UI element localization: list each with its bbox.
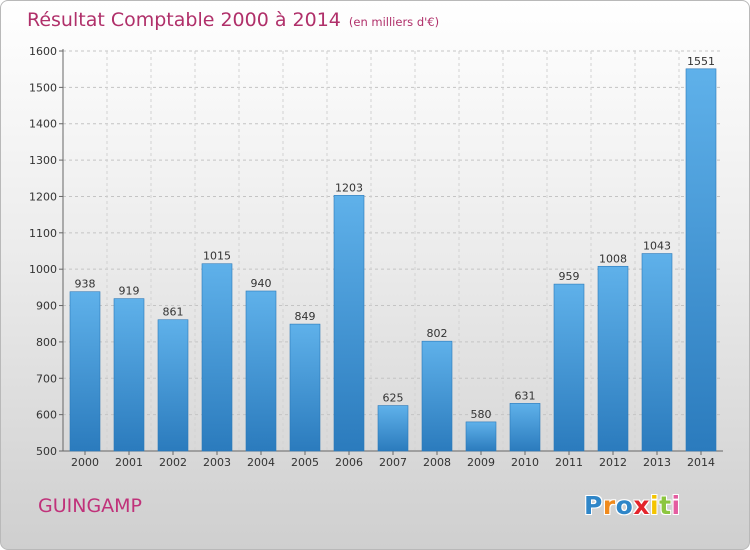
x-tick-label: 2011 — [555, 456, 583, 469]
y-tick-labels: 500 600 700 800 900 1000 1100 1200 1300 1400 1500 1… — [29, 45, 57, 458]
x-tick-label: 2009 — [467, 456, 495, 469]
data-label: 1043 — [643, 240, 671, 253]
bar — [641, 253, 673, 452]
chart-title: Résultat Comptable 2000 à 2014 (en millie… — [27, 9, 439, 31]
data-label: 938 — [75, 278, 96, 291]
logo-letter: i — [671, 491, 681, 520]
y-tick-label: 500 — [36, 445, 57, 458]
y-tick-label: 1000 — [29, 263, 57, 276]
y-tick-label: 1500 — [29, 81, 57, 94]
x-tick-label: 2001 — [115, 456, 143, 469]
x-tick-label: 2007 — [379, 456, 407, 469]
data-label: 919 — [119, 285, 140, 298]
x-tick-label: 2004 — [247, 456, 275, 469]
bar — [333, 195, 365, 452]
y-tick-label: 1100 — [29, 227, 57, 240]
bar — [553, 283, 585, 452]
bar — [289, 323, 321, 452]
y-tick-label: 600 — [36, 409, 57, 422]
chart-title-main: Résultat Comptable 2000 à 2014 — [27, 9, 341, 31]
data-label: 959 — [559, 270, 580, 283]
bar — [113, 298, 145, 452]
x-tick-label: 2000 — [71, 456, 99, 469]
data-label: 802 — [427, 327, 448, 340]
bar — [157, 319, 189, 452]
bar — [69, 291, 101, 452]
data-label: 580 — [471, 408, 492, 421]
y-tick-label: 800 — [36, 336, 57, 349]
bar — [685, 68, 717, 452]
logo-letter: t — [659, 491, 672, 520]
x-tick-label: 2012 — [599, 456, 627, 469]
logo-letter: r — [602, 491, 616, 520]
x-tick-label: 2006 — [335, 456, 363, 469]
bar — [465, 421, 497, 452]
y-tick-label: 700 — [36, 372, 57, 385]
x-tick-labels: 2000 2001 2002 2003 2004 2005 2006 2007 2008 2009… — [71, 456, 715, 469]
x-tick-label: 2002 — [159, 456, 187, 469]
bar — [245, 290, 277, 452]
logo-letter: x — [633, 491, 650, 520]
data-label: 849 — [295, 310, 316, 323]
bar — [377, 405, 409, 452]
bar — [509, 403, 541, 452]
logo-letter: P — [584, 491, 603, 520]
y-tick-label: 900 — [36, 300, 57, 313]
chart-title-unit: (en milliers d'€) — [348, 15, 440, 29]
data-label: 1551 — [687, 55, 715, 68]
bar — [597, 265, 629, 452]
data-label: 1203 — [335, 181, 363, 194]
x-tick-label: 2005 — [291, 456, 319, 469]
logo-letter: o — [615, 491, 634, 520]
y-tick-label: 1600 — [29, 45, 57, 58]
x-tick-label: 2010 — [511, 456, 539, 469]
data-label: 1008 — [599, 252, 627, 265]
logo-letter: i — [650, 491, 660, 520]
x-tick-label: 2008 — [423, 456, 451, 469]
data-label: 940 — [251, 277, 272, 290]
x-tick-label: 2003 — [203, 456, 231, 469]
grid-lines — [63, 50, 723, 451]
y-tick-label: 1200 — [29, 190, 57, 203]
y-tick-label: 1300 — [29, 154, 57, 167]
x-tick-label: 2013 — [643, 456, 671, 469]
bars — [69, 68, 717, 452]
city-name: GUINGAMP — [38, 495, 143, 517]
y-tick-label: 1400 — [29, 118, 57, 131]
x-tick-label: 2014 — [687, 456, 715, 469]
bar — [201, 263, 233, 452]
data-label: 1015 — [203, 250, 231, 263]
data-labels: 938 919 861 1015 940 849 1203 625 802 580 631 959 10… — [75, 55, 716, 421]
proxiti-logo: Proxiti — [584, 491, 681, 520]
data-label: 625 — [383, 392, 404, 405]
data-label: 861 — [163, 306, 184, 319]
bar — [421, 340, 453, 452]
data-label: 631 — [515, 389, 536, 402]
